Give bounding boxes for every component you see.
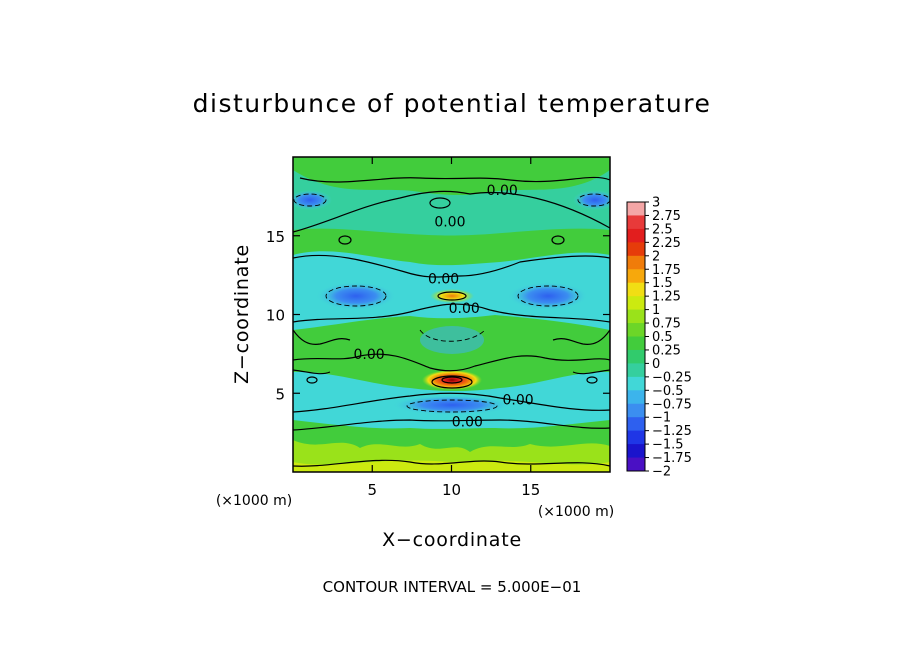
colorbar-label: 1 xyxy=(652,303,660,318)
colorbar-label: 0.75 xyxy=(652,317,681,332)
contour-label: 0.00 xyxy=(434,215,465,231)
colorbar-label: 3 xyxy=(652,196,660,211)
y-axis-title: Z−coordinate xyxy=(231,244,253,384)
colorbar-swatch xyxy=(627,336,645,351)
colorbar-swatch xyxy=(627,282,645,297)
colorbar-label: 1.25 xyxy=(652,290,681,305)
colorbar-swatch xyxy=(627,376,645,391)
colorbar-label: −0.75 xyxy=(652,397,692,412)
colorbar-swatch xyxy=(627,269,645,284)
contour-label: 0.00 xyxy=(449,301,480,317)
warm-core-lower xyxy=(422,370,482,390)
colorbar-swatch xyxy=(627,255,645,270)
x-tick-label: 5 xyxy=(367,481,377,499)
colorbar-label: 1.5 xyxy=(652,276,673,291)
y-tick-label: 10 xyxy=(266,307,285,325)
colorbar-label: −1.75 xyxy=(652,451,692,466)
contour-label: 0.00 xyxy=(428,271,459,287)
x-tick-label: 15 xyxy=(521,481,540,499)
colorbar-label: −0.5 xyxy=(652,384,684,399)
x-axis-unit: (×1000 m) xyxy=(538,504,614,520)
colorbar-label: 2.75 xyxy=(652,209,681,224)
chart-title: disturbunce of potential temperature xyxy=(193,89,712,118)
colorbar-label: −0.25 xyxy=(652,370,692,385)
colorbar-swatch xyxy=(627,309,645,324)
colorbar-swatch xyxy=(627,242,645,257)
plot-area: 0.00 0.00 0.00 0.00 0.00 0.00 0.00 xyxy=(293,157,610,472)
colorbar-label: 1.75 xyxy=(652,263,681,278)
y-tick-label: 15 xyxy=(266,228,285,246)
colorbar-label: 0.25 xyxy=(652,343,681,358)
colorbar-label: 2.25 xyxy=(652,236,681,251)
y-tick-label: 5 xyxy=(275,385,285,403)
colorbar-swatch xyxy=(627,349,645,364)
colorbar-swatch xyxy=(627,296,645,311)
warm-core-upper xyxy=(430,289,474,303)
colorbar-swatch xyxy=(627,363,645,378)
axis-ticks: 5 10 15 5 10 15 xyxy=(266,157,610,499)
colorbar-swatch xyxy=(627,457,645,472)
contour-interval-note: CONTOUR INTERVAL = 5.000E−01 xyxy=(323,578,582,596)
colorbar-swatch xyxy=(627,202,645,216)
colorbar-label: 0 xyxy=(652,357,660,372)
colorbar-label: −2 xyxy=(652,465,671,480)
contour-labels: 0.00 0.00 0.00 0.00 0.00 0.00 0.00 xyxy=(353,183,533,431)
contour-label: 0.00 xyxy=(452,415,483,431)
colorbar-swatch xyxy=(627,403,645,418)
colorbar-swatch xyxy=(627,215,645,230)
colorbar-swatch xyxy=(627,417,645,432)
colorbar-swatch xyxy=(627,390,645,405)
cool-band-top xyxy=(293,170,610,236)
colorbar-label: 2 xyxy=(652,249,660,264)
colorbar-swatch xyxy=(627,228,645,243)
colorbar-label: −1.25 xyxy=(652,424,692,439)
x-tick-label: 10 xyxy=(442,481,461,499)
negative-contours xyxy=(293,193,610,413)
colorbar-swatch xyxy=(627,323,645,337)
colorbar-label: −1.5 xyxy=(652,438,684,453)
colorbar-label: −1 xyxy=(652,411,671,426)
colorbar-swatch xyxy=(627,444,645,459)
colorbar-label: 2.5 xyxy=(652,222,673,237)
contour-label: 0.00 xyxy=(353,347,384,363)
colorbar-label: 0.5 xyxy=(652,330,673,345)
x-axis-title: X−coordinate xyxy=(382,529,522,551)
contour-label: 0.00 xyxy=(487,183,518,199)
colorbar: 32.752.52.2521.751.51.2510.750.50.250−0.… xyxy=(626,196,692,480)
contour-lines xyxy=(293,176,610,467)
y-axis-unit: (×1000 m) xyxy=(216,493,292,509)
contour-label: 0.00 xyxy=(502,393,533,409)
colorbar-swatch xyxy=(627,430,645,445)
